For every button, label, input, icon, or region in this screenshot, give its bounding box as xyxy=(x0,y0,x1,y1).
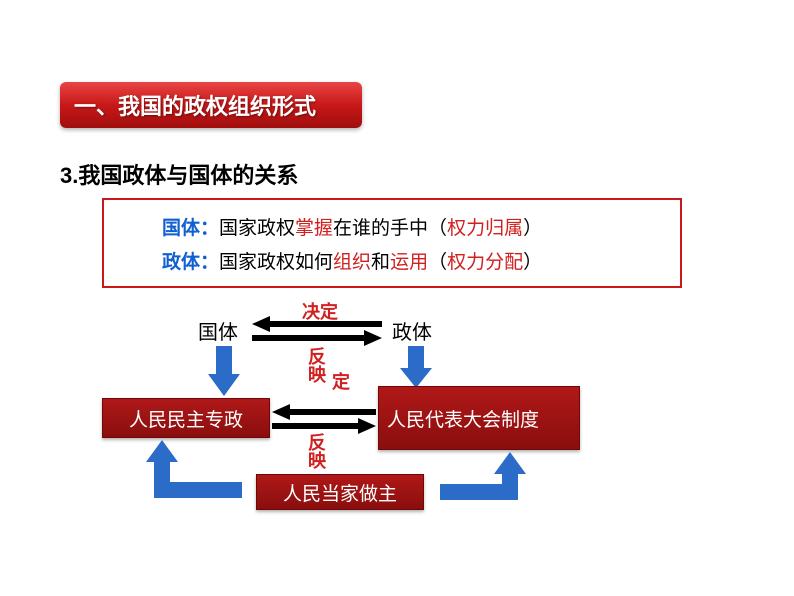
z4: 运用 xyxy=(390,252,428,273)
box-right: 人民代表大会制度 xyxy=(378,386,580,450)
fanying2-label: 反 映 xyxy=(308,434,326,470)
definition-box: 国体：国家政权掌握在谁的手中（权力归属） 政体：国家政权如何组织和运用（权力分配… xyxy=(102,198,682,288)
blue-elbow-right xyxy=(430,452,550,512)
box-left: 人民民主专政 xyxy=(102,398,270,438)
z5: （ xyxy=(428,252,447,273)
guoti-word: 国体 xyxy=(198,316,238,345)
jueding2-label: 定 xyxy=(332,368,350,394)
t4: 权力归属 xyxy=(447,218,523,239)
blue-elbow-left xyxy=(132,440,252,500)
fanying1-label: 反 映 xyxy=(308,348,326,384)
blue-arrow-down-right xyxy=(400,346,432,388)
guoti-label: 国体： xyxy=(162,218,219,239)
zhengti-label: 政体： xyxy=(162,252,219,273)
box-bottom: 人民当家做主 xyxy=(256,474,424,510)
z7: ） xyxy=(523,252,542,273)
blue-arrow-down-left xyxy=(208,346,240,396)
def-zhengti: 政体：国家政权如何组织和运用（权力分配） xyxy=(162,246,680,280)
zhengti-word: 政体 xyxy=(392,316,432,345)
z1: 国家政权如何 xyxy=(219,252,333,273)
t2: 掌握 xyxy=(295,218,333,239)
t1: 国家政权 xyxy=(219,218,295,239)
subtitle: 3.我国政体与国体的关系 xyxy=(60,158,298,190)
title-banner: 一、我国的政权组织形式 xyxy=(60,82,362,128)
t3: 在谁的手中（ xyxy=(333,218,447,239)
double-arrow-top xyxy=(252,316,382,346)
z2: 组织 xyxy=(333,252,371,273)
t5: ） xyxy=(523,218,542,239)
z3: 和 xyxy=(371,252,390,273)
z6: 权力分配 xyxy=(447,252,523,273)
def-guoti: 国体：国家政权掌握在谁的手中（权力归属） xyxy=(162,212,680,246)
double-arrow-mid xyxy=(272,404,376,434)
